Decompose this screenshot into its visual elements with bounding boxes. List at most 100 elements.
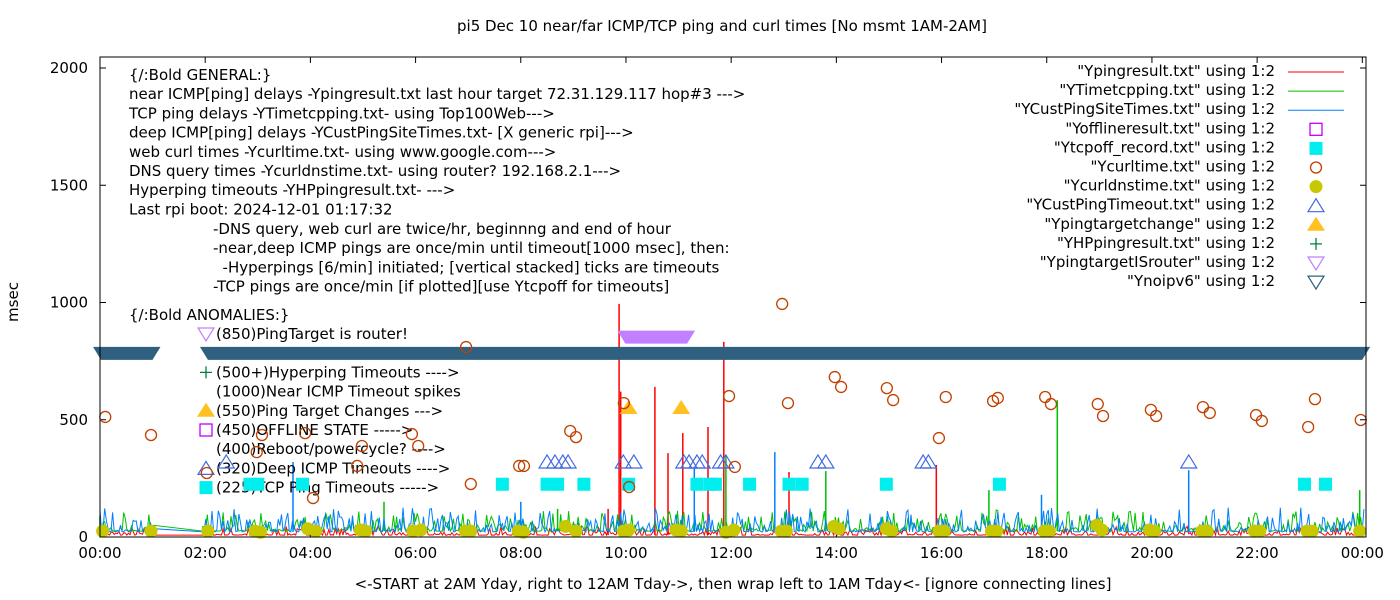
x-tick-label: 08:00 xyxy=(499,544,542,562)
x-tick-label: 16:00 xyxy=(920,544,963,562)
dns-time-marker xyxy=(727,523,741,537)
anomaly-triangle-filled-icon xyxy=(197,402,215,417)
legend-label: "Ytcpoff_record.txt" using 1:2 xyxy=(1054,138,1275,157)
curl-time-marker xyxy=(1203,406,1216,420)
legend-label: "YCustPingSiteTimes.txt" using 1:2 xyxy=(1014,100,1275,118)
curl-time-marker xyxy=(880,381,893,395)
noipv6-band xyxy=(199,346,1371,360)
deep-icmp-timeout-marker xyxy=(553,453,572,469)
annotation-general-line: deep ICMP[ping] delays -YCustPingSiteTim… xyxy=(129,124,634,142)
curl-time-marker xyxy=(1044,397,1058,411)
tcp-timeout-marker xyxy=(495,477,509,491)
dns-time-marker xyxy=(144,524,158,538)
annotation-note-line: -DNS query, web curl are twice/hr, begin… xyxy=(213,220,672,238)
tcp-timeout-marker xyxy=(743,477,757,491)
legend-plus-icon xyxy=(1310,237,1322,250)
legend-square-open-icon xyxy=(1309,122,1323,136)
dns-time-marker xyxy=(359,524,373,538)
legend-triangle-open-icon xyxy=(1306,197,1326,213)
anomaly-line: (225)TCP Ping Timeouts -----> xyxy=(216,479,439,497)
curl-time-marker xyxy=(722,389,736,403)
dns-time-marker xyxy=(779,524,793,538)
curl-time-marker xyxy=(781,396,795,410)
curl-time-marker xyxy=(255,428,269,442)
router-target-band xyxy=(617,330,696,344)
tcp-timeout-marker xyxy=(540,477,554,491)
curl-time-marker xyxy=(834,380,848,394)
dns-time-marker xyxy=(1148,524,1162,538)
x-tick-label: 14:00 xyxy=(815,544,858,562)
annotation-general-line: Hyperping timeouts -YHPpingresult.txt- -… xyxy=(129,181,455,199)
deep-icmp-timeout-marker xyxy=(816,453,835,469)
tcp-timeout-marker xyxy=(795,477,809,491)
dns-time-marker xyxy=(1200,524,1214,538)
curl-time-marker xyxy=(513,459,526,473)
anomaly-line: (400)Reboot/powercycle? ----> xyxy=(216,440,446,458)
dns-time-marker xyxy=(990,524,1004,538)
curl-time-marker xyxy=(459,340,473,354)
curl-time-marker xyxy=(1096,409,1110,423)
deep-icmp-timeout-marker xyxy=(674,453,693,469)
curl-time-marker xyxy=(1308,392,1322,406)
curl-time-marker xyxy=(306,491,320,505)
curl-time-marker xyxy=(1149,409,1163,423)
x-tick-label: 18:00 xyxy=(1025,544,1068,562)
dns-time-marker xyxy=(253,525,267,539)
dns-time-marker xyxy=(1305,524,1319,538)
anomaly-line: (550)Ping Target Changes ---> xyxy=(216,402,443,420)
dns-time-marker xyxy=(569,524,583,538)
curl-time-marker xyxy=(250,445,263,459)
curl-time-marker xyxy=(412,439,425,453)
tcp-timeout-marker xyxy=(708,477,722,491)
deep-icmp-timeout-marker xyxy=(614,453,633,469)
deep-icmp-timeout-marker xyxy=(919,453,938,469)
x-tick-label: 00:00 xyxy=(1341,544,1384,562)
anomalies-title: {/:Bold ANOMALIES:} xyxy=(129,306,289,324)
curl-time-marker xyxy=(99,410,112,424)
curl-time-marker xyxy=(617,396,631,410)
legend-invtriangle-open-icon xyxy=(1306,256,1326,272)
curl-time-marker xyxy=(464,477,477,491)
dns-time-marker xyxy=(464,524,478,538)
legend-label: "YTimetcpping.txt" using 1:2 xyxy=(1059,81,1275,99)
anomaly-square-open-icon xyxy=(199,423,213,437)
y-tick-label: 0 xyxy=(78,528,88,546)
anomaly-line: (320)Deep ICMP Timeouts ----> xyxy=(216,459,450,477)
deep-icmp-timeout-marker xyxy=(217,453,236,469)
dns-time-marker xyxy=(1095,523,1109,537)
dns-time-marker xyxy=(885,524,899,538)
curl-time-marker xyxy=(828,370,841,384)
anomaly-plus-icon xyxy=(200,366,212,379)
near-icmp-line xyxy=(99,524,1364,538)
y-tick-label: 1000 xyxy=(50,294,88,312)
curl-time-marker xyxy=(298,426,312,440)
deep-icmp-timeout-marker xyxy=(559,453,578,469)
curl-time-marker xyxy=(351,459,364,473)
y-axis-label: msec xyxy=(4,282,22,322)
dns-time-marker xyxy=(414,523,428,537)
deep-icmp-timeout-marker xyxy=(624,453,643,469)
ping-target-change-marker xyxy=(672,400,691,415)
dns-time-marker xyxy=(622,523,636,537)
legend-circle-filled-icon xyxy=(1309,180,1323,194)
curl-time-marker xyxy=(1091,397,1104,411)
legend-label: "Yofflineresult.txt" using 1:2 xyxy=(1065,119,1275,137)
tcp-timeout-marker xyxy=(690,477,704,491)
legend-invtriangle-open-icon xyxy=(1306,275,1326,291)
x-tick-label: 06:00 xyxy=(394,544,437,562)
legend-square-filled-icon xyxy=(1309,141,1323,155)
dns-time-marker xyxy=(516,525,530,539)
anomaly-invtriangle-open-icon xyxy=(196,327,216,343)
tcp-timeout-marker xyxy=(551,477,565,491)
y-tick-label: 2000 xyxy=(50,59,88,77)
curl-time-marker xyxy=(887,393,900,407)
curl-time-marker xyxy=(1196,400,1210,414)
anomaly-line: (500+)Hyperping Timeouts ----> xyxy=(216,363,460,381)
legend-label: "YCustPingTimeout.txt" using 1:2 xyxy=(1026,196,1275,214)
annotations: {/:Bold GENERAL:}near ICMP[ping] delays … xyxy=(128,66,745,497)
tcp-timeout-marker xyxy=(295,477,309,491)
deep-icmp-timeout-marker xyxy=(914,453,933,469)
tcp-timeout-marker xyxy=(577,477,591,491)
anomaly-square-filled-icon xyxy=(199,481,213,495)
dns-time-marker xyxy=(558,519,572,533)
